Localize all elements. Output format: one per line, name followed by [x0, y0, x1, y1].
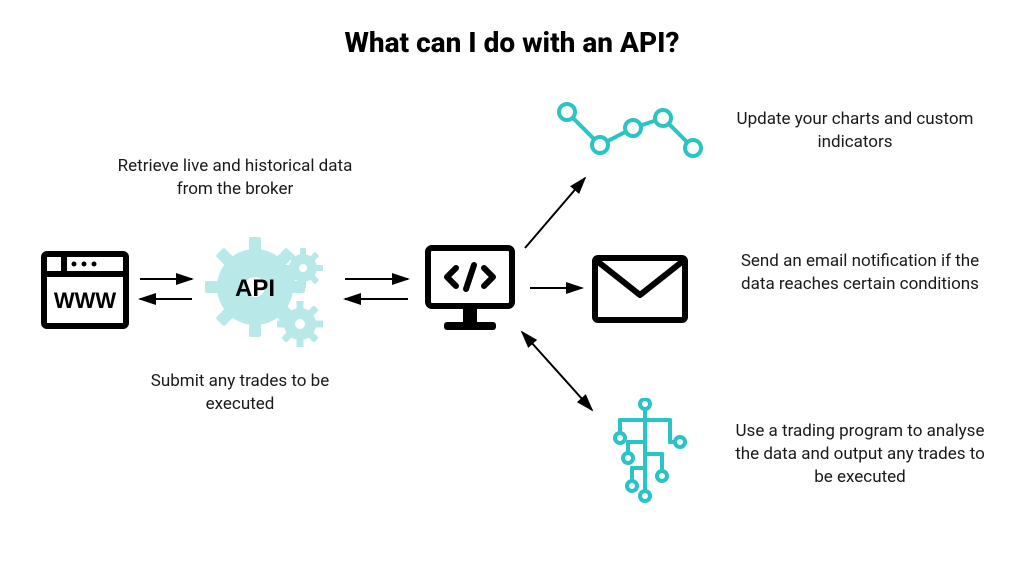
arrows-layer: [0, 0, 1024, 576]
